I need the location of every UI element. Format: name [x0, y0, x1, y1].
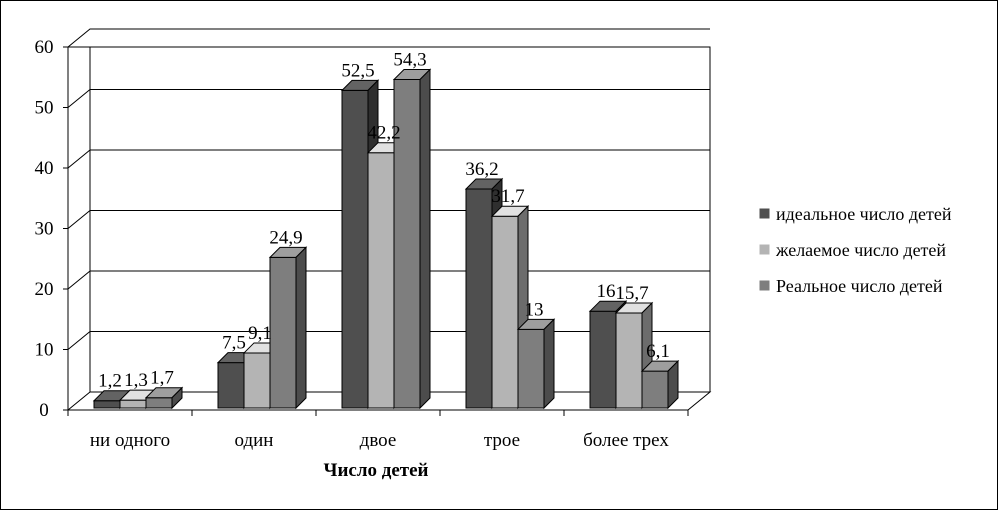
- x-tick-label: более трех: [583, 430, 669, 451]
- bar-front: [465, 188, 493, 409]
- data-label: 16: [597, 281, 616, 302]
- legend-label: Реальное число детей: [776, 276, 943, 296]
- bar-front: [217, 362, 245, 409]
- gridline: [67, 28, 710, 48]
- data-label: 52,5: [341, 60, 374, 81]
- y-axis-ticks: 0 10 20 30 40 50 60: [35, 37, 69, 421]
- legend-swatch: [759, 208, 770, 219]
- x-tick-label: ни одного: [90, 430, 170, 451]
- data-label: 15,7: [615, 283, 648, 304]
- y-tick-label: 10: [35, 340, 54, 361]
- data-labels: 1,2 1,3 1,7 7,5 9,1 24,9 52,5 42,2 54,3 36,2 31,7 1…: [98, 49, 670, 391]
- bar-front: [367, 152, 395, 409]
- data-label: 1,7: [150, 368, 174, 389]
- data-label: 13: [525, 299, 544, 320]
- bar-front: [393, 78, 421, 409]
- bar-front: [243, 352, 271, 409]
- data-label: 7,5: [222, 333, 246, 354]
- y-tick-label: 50: [35, 98, 54, 119]
- bar-side: [295, 246, 307, 410]
- data-label: 9,1: [248, 323, 272, 344]
- bar-side: [171, 386, 183, 410]
- bar: [392, 68, 432, 410]
- bar-front: [615, 312, 643, 409]
- bar-front: [517, 328, 545, 409]
- bar-front: [93, 400, 121, 409]
- data-label: 36,2: [465, 159, 498, 180]
- x-axis-ticks: ни одного один двое трое более трех: [67, 410, 689, 451]
- bar-front: [641, 370, 669, 409]
- data-label: 54,3: [393, 49, 426, 70]
- bar-side: [667, 359, 679, 410]
- bar-front: [269, 256, 297, 409]
- bar-front: [119, 399, 147, 409]
- bar-front: [341, 89, 369, 409]
- side-wall: [67, 46, 90, 410]
- bar: [516, 318, 556, 410]
- x-tick-label: один: [235, 430, 274, 451]
- data-label: 1,2: [98, 371, 122, 392]
- bar-side: [419, 68, 431, 410]
- legend-swatch: [759, 244, 770, 255]
- legend: идеальное число детей желаемое число дете…: [759, 204, 952, 296]
- x-tick-label: двое: [360, 430, 397, 451]
- legend-label: идеальное число детей: [776, 204, 952, 224]
- y-tick-label: 20: [35, 279, 54, 300]
- bar-side: [543, 318, 555, 410]
- legend-swatch: [759, 280, 770, 291]
- legend-label: желаемое число детей: [775, 240, 946, 260]
- bars: [92, 68, 680, 410]
- y-tick-label: 0: [39, 400, 49, 421]
- data-label: 1,3: [124, 370, 148, 391]
- bar-front: [145, 397, 173, 409]
- bar: [640, 359, 680, 410]
- data-label: 24,9: [269, 227, 302, 248]
- y-tick-label: 40: [35, 158, 54, 179]
- data-label: 31,7: [491, 186, 524, 207]
- gridline: [67, 149, 710, 169]
- gridline: [67, 89, 710, 108]
- bar: [268, 246, 308, 410]
- y-tick-label: 30: [35, 219, 54, 240]
- back-wall: [89, 46, 711, 392]
- bar-front: [491, 215, 519, 409]
- data-label: 6,1: [646, 341, 670, 362]
- bar-front: [589, 310, 617, 409]
- x-tick-label: трое: [484, 430, 520, 451]
- x-axis-title: Число детей: [324, 460, 429, 481]
- y-tick-label: 60: [35, 37, 54, 58]
- data-label: 42,2: [367, 123, 400, 144]
- bar: [144, 386, 184, 410]
